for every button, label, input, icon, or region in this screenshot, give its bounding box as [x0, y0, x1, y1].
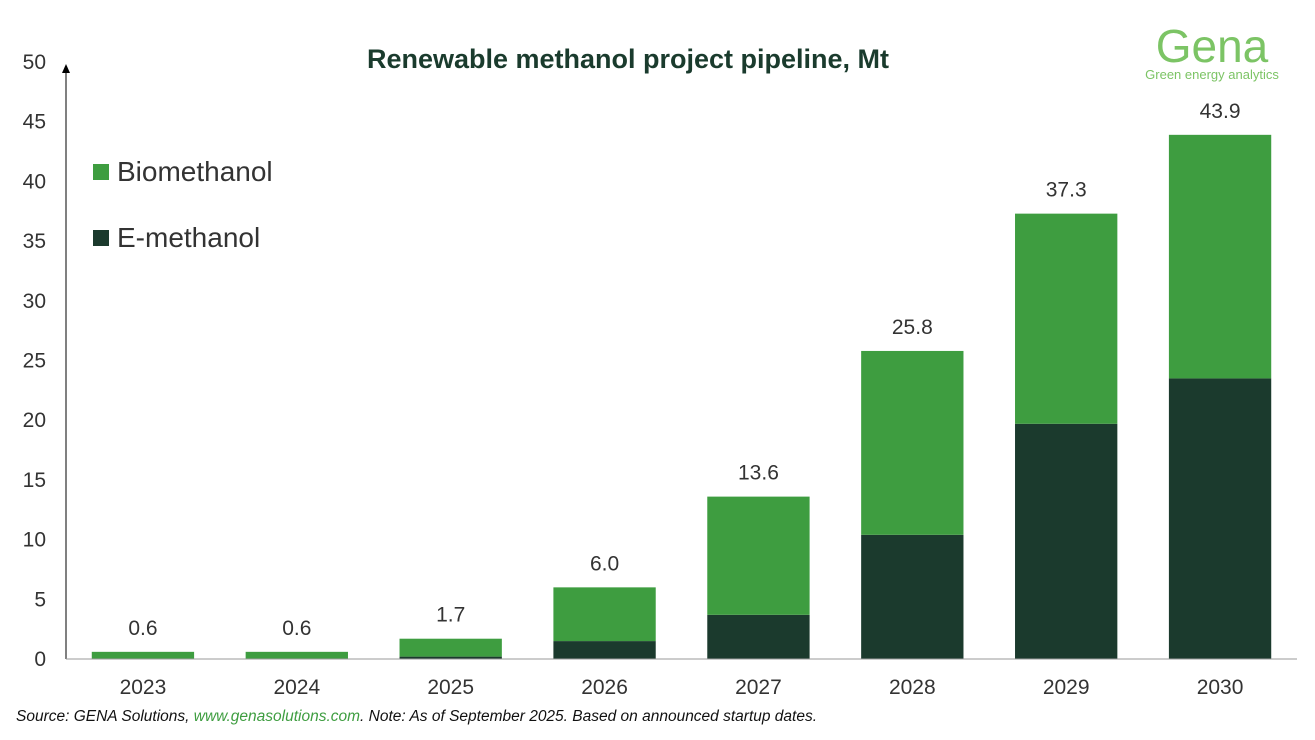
- x-axis: 2023 2024 2025 2026 2027 2028 2029 2030: [66, 658, 1297, 699]
- bars: [91, 134, 1272, 659]
- y-tick-label: 30: [23, 290, 46, 313]
- y-tick-label: 15: [23, 469, 46, 492]
- x-tick-label-2023: 2023: [120, 676, 167, 699]
- bar-biomethanol-2023: [91, 651, 195, 659]
- total-label-2029: 37.3: [1046, 179, 1087, 202]
- bar-e-methanol-2029: [1015, 423, 1118, 659]
- bar-e-methanol-2030: [1168, 378, 1272, 659]
- bar-biomethanol-2027: [707, 496, 810, 615]
- y-tick-label: 50: [23, 51, 46, 74]
- x-tick-label-2026: 2026: [581, 676, 628, 699]
- x-tick-label-2027: 2027: [735, 676, 782, 699]
- legend-label-e-methanol: E-methanol: [117, 222, 260, 253]
- y-tick-label: 10: [23, 529, 46, 552]
- total-label-2025: 1.7: [436, 604, 465, 627]
- y-tick-label: 5: [34, 588, 46, 611]
- bar-e-methanol-2028: [861, 534, 964, 659]
- y-tick-label: 45: [23, 111, 46, 134]
- chart-title: Renewable methanol project pipeline, Mt: [367, 44, 889, 74]
- bar-biomethanol-2030: [1168, 134, 1272, 379]
- y-tick-label: 35: [23, 230, 46, 253]
- source-note: Source: GENA Solutions, www.genasolution…: [16, 708, 817, 726]
- y-tick-label: 40: [23, 170, 46, 193]
- y-tick-label: 25: [23, 350, 46, 373]
- legend-swatch-biomethanol: [93, 164, 109, 180]
- logo-name: Gena: [1156, 20, 1269, 72]
- x-tick-label-2029: 2029: [1043, 676, 1090, 699]
- bar-e-methanol-2027: [707, 614, 810, 659]
- total-label-2023: 0.6: [128, 617, 157, 640]
- total-label-2024: 0.6: [282, 617, 311, 640]
- x-tick-label-2030: 2030: [1197, 676, 1244, 699]
- bar-biomethanol-2025: [399, 638, 502, 657]
- logo-tagline: Green energy analytics: [1145, 67, 1279, 82]
- bar-biomethanol-2028: [861, 350, 964, 535]
- source-link[interactable]: www.genasolutions.com: [193, 708, 361, 725]
- total-label-2026: 6.0: [590, 552, 619, 575]
- x-tick-label-2025: 2025: [427, 676, 474, 699]
- legend-swatch-e-methanol: [93, 230, 109, 246]
- total-labels: 0.6 0.6 1.7 6.0 13.6 25.8 37.3 43.9: [128, 100, 1240, 640]
- legend-label-biomethanol: Biomethanol: [117, 156, 273, 187]
- y-tick-label: 20: [23, 409, 46, 432]
- y-tick-label: 0: [34, 648, 46, 671]
- source-suffix: . Note: As of September 2025. Based on a…: [360, 708, 818, 725]
- bar-biomethanol-2026: [553, 587, 656, 642]
- x-tick-label-2024: 2024: [273, 676, 320, 699]
- y-axis-arrow-icon: [62, 64, 70, 73]
- legend: Biomethanol E-methanol: [93, 156, 273, 253]
- total-label-2028: 25.8: [892, 316, 933, 339]
- total-label-2027: 13.6: [738, 462, 779, 485]
- source-prefix: Source: GENA Solutions,: [16, 708, 194, 725]
- total-label-2030: 43.9: [1200, 100, 1241, 123]
- bar-biomethanol-2024: [245, 651, 348, 659]
- x-tick-label-2028: 2028: [889, 676, 936, 699]
- gena-logo: Gena Green energy analytics: [1145, 20, 1279, 82]
- bar-e-methanol-2026: [553, 641, 656, 659]
- bar-e-methanol-2025: [399, 656, 502, 659]
- bar-biomethanol-2029: [1015, 213, 1118, 424]
- y-axis: 0 5 10 15 20 25 30 35 40 45 50: [23, 51, 70, 671]
